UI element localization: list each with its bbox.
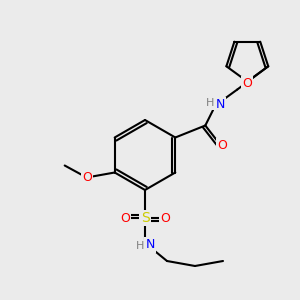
Text: H: H <box>136 241 144 251</box>
Text: H: H <box>206 98 214 109</box>
Text: O: O <box>218 139 227 152</box>
Text: O: O <box>160 212 170 224</box>
Text: S: S <box>141 211 149 225</box>
Text: N: N <box>216 98 225 111</box>
Text: O: O <box>82 171 92 184</box>
Text: O: O <box>242 77 252 90</box>
Text: O: O <box>120 212 130 224</box>
Text: N: N <box>145 238 155 251</box>
